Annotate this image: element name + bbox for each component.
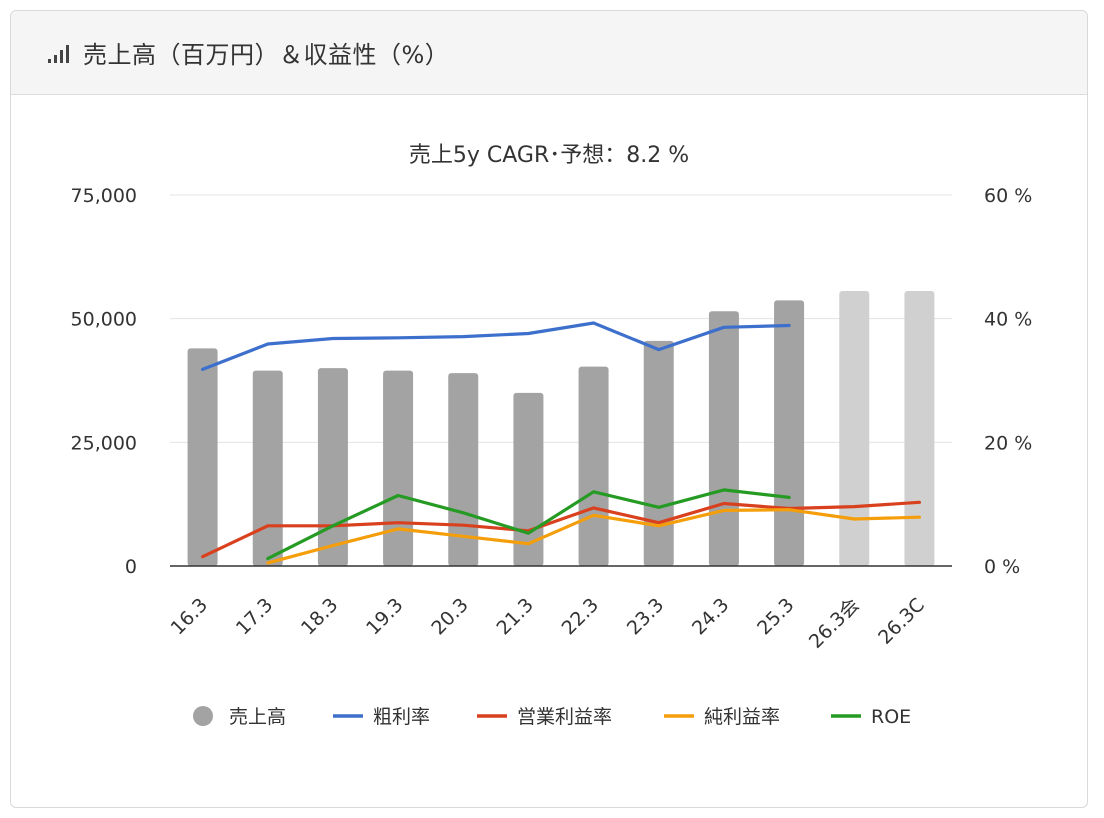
x-tick-label: 22.3: [558, 594, 603, 639]
bar-16.3: [187, 348, 218, 566]
y-left-tick-label: 75,000: [71, 185, 137, 207]
bar-25.3: [774, 300, 805, 566]
bar-26.3C: [904, 290, 935, 566]
legend-label: ROE: [871, 706, 911, 728]
bar-17.3: [252, 370, 283, 566]
bar-23.3: [643, 340, 674, 566]
gridlines: [170, 194, 952, 443]
y-right-tick-label: 60 %: [984, 185, 1032, 207]
card-title: 売上高（百万円）＆収益性（%）: [83, 41, 450, 69]
y-left-tick-label: 25,000: [71, 432, 137, 454]
line-series-2: [266, 508, 921, 565]
bar-24.3: [708, 311, 739, 566]
chart-title: 売上5y CAGR･予想：8.2 %: [409, 143, 689, 168]
legend-label: 売上高: [229, 706, 286, 728]
legend-label: 粗利率: [373, 706, 430, 728]
bar-19.3: [383, 370, 414, 566]
y-right-tick-label: 20 %: [984, 432, 1032, 454]
x-tick-label: 26.3会: [805, 594, 864, 653]
legend: 売上高 粗利率 営業利益率 純利益率 ROE: [193, 706, 911, 728]
bar-21.3: [513, 392, 544, 566]
x-tick-label: 21.3: [492, 594, 537, 639]
y-right-tick-label: 0 %: [984, 556, 1020, 578]
x-tick-label: 19.3: [362, 594, 407, 639]
line-series-1: [201, 500, 921, 559]
right-axis: 60 % 40 % 20 % 0 %: [984, 185, 1032, 578]
x-tick-label: 16.3: [167, 594, 212, 639]
x-tick-label: 17.3: [232, 594, 277, 639]
bar-26.3会: [839, 290, 870, 566]
x-tick-label: 18.3: [297, 594, 342, 639]
x-axis: 16.3 17.3 18.3 19.3 20.3 21.3 22.3 23.3 24.3 25.3…: [167, 565, 952, 653]
x-tick-label: 26.3C: [874, 594, 929, 649]
signal-bars-icon: [48, 44, 69, 63]
x-tick-label: 24.3: [688, 594, 733, 639]
legend-label: 純利益率: [704, 706, 780, 728]
line-series-0: [201, 321, 791, 371]
line-series-3: [266, 488, 791, 561]
left-axis: 75,000 50,000 25,000 0: [71, 185, 137, 578]
bar-series: [187, 290, 935, 566]
y-right-tick-label: 40 %: [984, 309, 1032, 331]
y-left-tick-label: 50,000: [71, 309, 137, 331]
bar-18.3: [317, 368, 348, 566]
x-tick-label: 23.3: [623, 594, 668, 639]
bar-20.3: [448, 373, 479, 566]
y-left-tick-label: 0: [125, 556, 137, 578]
x-tick-label: 25.3: [753, 594, 798, 639]
x-tick-label: 20.3: [427, 594, 472, 639]
card-header: 売上高（百万円）＆収益性（%）: [11, 11, 1087, 95]
line-series: [201, 321, 921, 565]
legend-marker-circle: [193, 706, 213, 726]
bar-22.3: [578, 366, 609, 566]
legend-label: 営業利益率: [517, 706, 612, 728]
